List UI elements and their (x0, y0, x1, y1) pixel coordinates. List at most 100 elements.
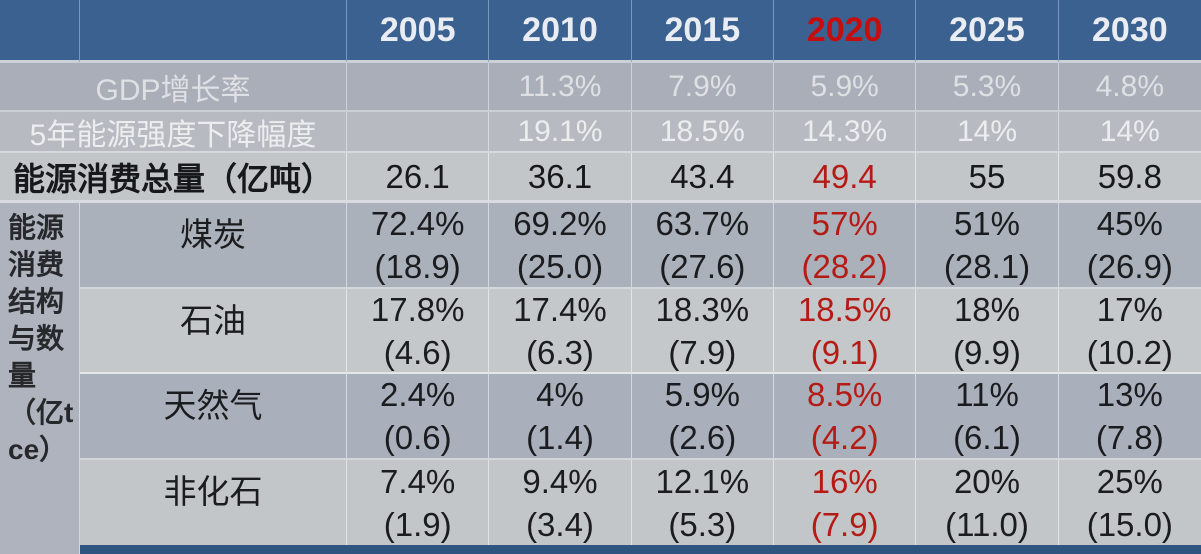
gas-2020-amt: (4.2) (810, 419, 879, 456)
intensity-2015: 18.5% (631, 112, 774, 153)
col-header-2020-highlighted: 2020 (773, 0, 917, 63)
total-consumption-2020: 49.4 (773, 153, 917, 203)
coal-2005-amt: (18.9) (374, 248, 461, 285)
coal-2025-amt: (28.1) (943, 248, 1031, 285)
nonfossil-2010: 9.4% (3.4) (489, 460, 632, 545)
nonfossil-2020: 16% (7.9) (773, 460, 917, 545)
oil-2005-pct: 17.8% (370, 290, 465, 328)
col-header-2005: 2005 (347, 0, 490, 63)
gas-2005-pct: 2.4% (380, 376, 456, 413)
total-consumption-row-label: 能源消费总量（亿吨） (0, 153, 347, 203)
coal-2025: 51% (28.1) (916, 203, 1059, 289)
fuel-row-label-coal: 煤炭 (80, 203, 347, 289)
gas-2015: 5.9% (2.6) (631, 374, 774, 460)
section-sidebar-label: 能源消费结构与数量（亿tce） (0, 203, 80, 554)
total-consumption-2030: 59.8 (1058, 153, 1201, 203)
gas-2010: 4% (1.4) (489, 374, 632, 460)
nonfossil-2015-amt: (5.3) (668, 505, 737, 543)
total-consumption-2025: 55 (916, 153, 1059, 203)
col-header-2025: 2025 (916, 0, 1059, 63)
intensity-2025: 14% (916, 112, 1059, 153)
oil-2020-amt: (9.1) (810, 333, 879, 371)
coal-2025-pct: 51% (953, 205, 1021, 242)
gdp-growth-2025: 5.3% (916, 63, 1059, 112)
nonfossil-2020-amt: (7.9) (810, 505, 879, 543)
gas-2005-amt: (0.6) (383, 419, 452, 456)
nonfossil-2010-amt: (3.4) (526, 505, 594, 543)
gas-2025: 11% (6.1) (916, 374, 1059, 460)
oil-2025-amt: (9.9) (953, 333, 1021, 371)
nonfossil-2020-pct: 16% (811, 462, 878, 500)
nonfossil-2030-amt: (15.0) (1086, 505, 1173, 543)
coal-2020-pct: 57% (811, 205, 878, 242)
gas-2015-amt: (2.6) (668, 419, 737, 456)
col-header-2015: 2015 (631, 0, 774, 63)
nonfossil-2005: 7.4% (1.9) (347, 460, 490, 545)
gas-2030: 13% (7.8) (1058, 374, 1201, 460)
oil-2005: 17.8% (4.6) (347, 289, 490, 374)
oil-2015-pct: 18.3% (655, 290, 750, 328)
bottom-bar (80, 545, 1201, 554)
fuel-row-label-gas: 天然气 (80, 374, 347, 460)
intensity-2030: 14% (1058, 112, 1201, 153)
oil-2010-amt: (6.3) (526, 333, 594, 371)
header-corner-cell (0, 0, 80, 63)
intensity-row-label: 5年能源强度下降幅度 (0, 112, 347, 153)
intensity-2020: 14.3% (773, 112, 917, 153)
nonfossil-2030: 25% (15.0) (1058, 460, 1201, 545)
nonfossil-2010-pct: 9.4% (522, 462, 598, 500)
coal-2005: 72.4% (18.9) (347, 203, 490, 289)
col-header-2010: 2010 (489, 0, 632, 63)
gas-2025-pct: 11% (955, 376, 1019, 413)
gdp-growth-2015: 7.9% (631, 63, 774, 112)
fuel-row-label-oil: 石油 (80, 289, 347, 374)
nonfossil-2030-pct: 25% (1096, 462, 1163, 500)
oil-2015-amt: (7.9) (668, 333, 737, 371)
total-consumption-2005: 26.1 (347, 153, 490, 203)
coal-2030: 45% (26.9) (1058, 203, 1201, 289)
gas-2010-amt: (1.4) (526, 419, 594, 456)
nonfossil-2005-amt: (1.9) (383, 505, 452, 543)
oil-2030: 17% (10.2) (1058, 289, 1201, 374)
nonfossil-2025-amt: (11.0) (945, 505, 1029, 543)
gas-2005: 2.4% (0.6) (347, 374, 490, 460)
gas-2030-pct: 13% (1096, 376, 1163, 413)
gas-2015-pct: 5.9% (664, 376, 740, 413)
total-consumption-2015: 43.4 (631, 153, 774, 203)
nonfossil-2025: 20% (11.0) (916, 460, 1059, 545)
coal-2030-pct: 45% (1096, 205, 1163, 242)
intensity-2010: 19.1% (489, 112, 632, 153)
coal-2020: 57% (28.2) (773, 203, 917, 289)
nonfossil-2015-pct: 12.1% (655, 462, 750, 500)
total-consumption-2010: 36.1 (489, 153, 632, 203)
gdp-growth-2020: 5.9% (773, 63, 917, 112)
oil-2015: 18.3% (7.9) (631, 289, 774, 374)
oil-2020: 18.5% (9.1) (773, 289, 917, 374)
header-label-cell (80, 0, 347, 63)
coal-2010-amt: (25.0) (516, 248, 604, 285)
coal-2015: 63.7% (27.6) (631, 203, 774, 289)
gas-2030-amt: (7.8) (1095, 419, 1164, 456)
coal-2010-pct: 69.2% (513, 205, 607, 242)
gas-2020: 8.5% (4.2) (773, 374, 917, 460)
oil-2025-pct: 18% (953, 290, 1021, 328)
nonfossil-2025-pct: 20% (953, 462, 1021, 500)
gdp-growth-2010: 11.3% (489, 63, 632, 112)
coal-2020-amt: (28.2) (801, 248, 888, 285)
gdp-growth-2005 (347, 63, 490, 112)
oil-2010: 17.4% (6.3) (489, 289, 632, 374)
gdp-growth-row-label: GDP增长率 (0, 63, 347, 112)
gas-2010-pct: 4% (536, 376, 584, 413)
coal-2005-pct: 72.4% (370, 205, 465, 242)
coal-2010: 69.2% (25.0) (489, 203, 632, 289)
gas-2025-amt: (6.1) (953, 419, 1021, 456)
coal-2015-pct: 63.7% (655, 205, 750, 242)
gdp-growth-2030: 4.8% (1058, 63, 1201, 112)
oil-2010-pct: 17.4% (513, 290, 607, 328)
intensity-2005 (347, 112, 490, 153)
coal-2015-amt: (27.6) (659, 248, 746, 285)
oil-2020-pct: 18.5% (797, 290, 892, 328)
gas-2020-pct: 8.5% (807, 376, 883, 413)
coal-2030-amt: (26.9) (1086, 248, 1173, 285)
